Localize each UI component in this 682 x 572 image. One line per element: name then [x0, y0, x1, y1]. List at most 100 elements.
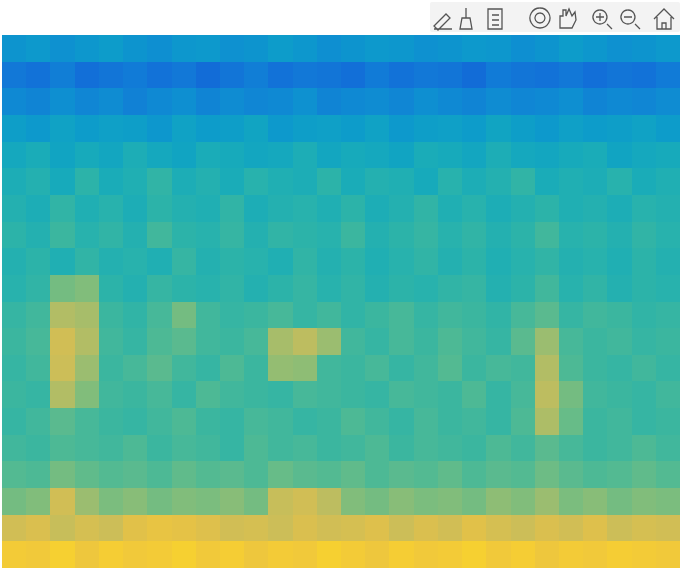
toolbar-icon[interactable] [530, 8, 550, 28]
cell [26, 381, 51, 408]
cell [559, 142, 584, 169]
cell [511, 355, 536, 382]
cell [559, 248, 584, 275]
cell [172, 515, 197, 542]
cell [389, 142, 414, 169]
cell [389, 275, 414, 302]
cell [559, 541, 584, 568]
cell [196, 541, 221, 568]
cell [99, 328, 124, 355]
cell [389, 248, 414, 275]
cell [50, 328, 75, 355]
cell [123, 115, 148, 142]
cell [438, 275, 463, 302]
cell [414, 355, 439, 382]
cell [559, 408, 584, 435]
cell [365, 195, 390, 222]
cell [317, 248, 342, 275]
cell [486, 355, 511, 382]
cell [511, 488, 536, 515]
cell [2, 328, 27, 355]
cell [511, 88, 536, 115]
cell [414, 488, 439, 515]
cell [50, 302, 75, 329]
cell [462, 488, 487, 515]
cell [268, 302, 293, 329]
cell [196, 195, 221, 222]
cell [220, 302, 245, 329]
figure [0, 0, 682, 572]
cell [268, 142, 293, 169]
cell [123, 381, 148, 408]
cell [26, 302, 51, 329]
toolbar-icon[interactable] [434, 14, 452, 30]
cell [559, 435, 584, 462]
cell [607, 302, 632, 329]
cell [147, 62, 172, 89]
cell [583, 381, 608, 408]
cell [632, 168, 657, 195]
cell [607, 328, 632, 355]
cell [365, 168, 390, 195]
cell [147, 35, 172, 62]
cell [2, 275, 27, 302]
cell [486, 515, 511, 542]
cell [172, 328, 197, 355]
cell [172, 195, 197, 222]
cell [414, 62, 439, 89]
cell [341, 168, 366, 195]
cell [147, 88, 172, 115]
toolbar-icon[interactable] [654, 9, 674, 29]
cell [462, 168, 487, 195]
cell [438, 515, 463, 542]
cell [244, 275, 269, 302]
cell [317, 408, 342, 435]
toolbar-icon[interactable] [621, 10, 640, 29]
cell [511, 328, 536, 355]
cell [147, 515, 172, 542]
cell [656, 435, 680, 462]
cell [438, 541, 463, 568]
cell [632, 408, 657, 435]
cell [438, 461, 463, 488]
cell [535, 515, 560, 542]
cell [99, 381, 124, 408]
cell [293, 515, 318, 542]
cell [462, 515, 487, 542]
cell [486, 275, 511, 302]
cell [462, 328, 487, 355]
cell [389, 302, 414, 329]
cell [607, 115, 632, 142]
cell [2, 355, 27, 382]
cell [462, 355, 487, 382]
cell [147, 248, 172, 275]
cell [414, 115, 439, 142]
cell [147, 435, 172, 462]
cell [75, 461, 100, 488]
cell [244, 142, 269, 169]
cell [656, 381, 680, 408]
cell [389, 355, 414, 382]
cell [535, 142, 560, 169]
toolbar-icon[interactable] [593, 10, 612, 29]
cell [50, 488, 75, 515]
cell [559, 168, 584, 195]
toolbar-icon[interactable] [488, 9, 502, 29]
cell [414, 35, 439, 62]
cell [26, 195, 51, 222]
cell [2, 35, 27, 62]
cell [535, 355, 560, 382]
cell [583, 142, 608, 169]
cell [75, 381, 100, 408]
cell [123, 222, 148, 249]
cell [172, 248, 197, 275]
cell [607, 381, 632, 408]
cell [583, 488, 608, 515]
cell [438, 435, 463, 462]
cell [583, 115, 608, 142]
toolbar-icon[interactable] [560, 9, 576, 28]
toolbar-icon[interactable] [460, 8, 472, 29]
cell [196, 408, 221, 435]
cell [293, 62, 318, 89]
cell [486, 435, 511, 462]
